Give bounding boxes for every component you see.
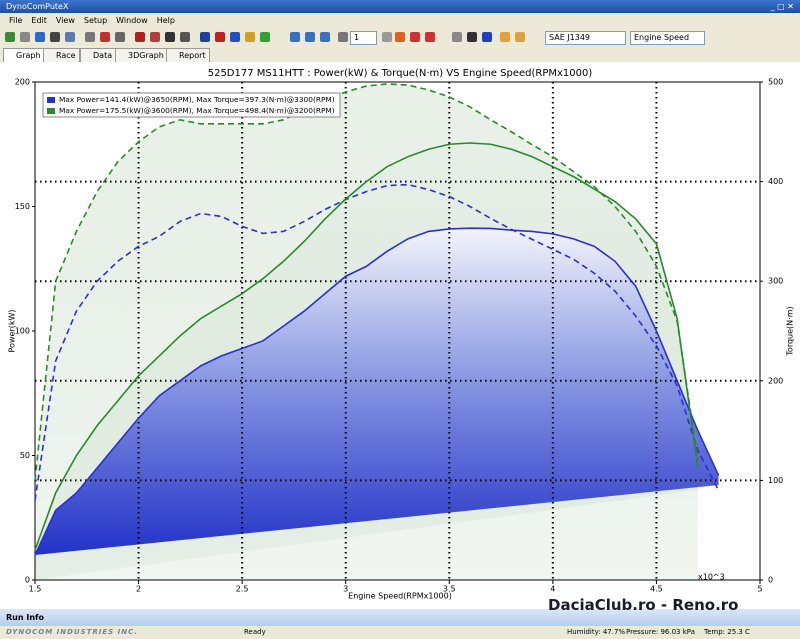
torque-line xyxy=(34,183,720,501)
x-tick-label: 4 xyxy=(550,585,555,594)
tool-icon[interactable] xyxy=(500,32,510,42)
tab[interactable]: Graph xyxy=(3,48,45,62)
status-bar: DYNOCOM INDUSTRIES INC. Ready Humidity: … xyxy=(0,626,800,639)
x-tick-label: 5 xyxy=(757,585,762,594)
tool-icon[interactable] xyxy=(245,32,255,42)
y2-tick-label: 100 xyxy=(768,476,783,485)
status-text: Ready xyxy=(244,628,266,636)
tool-icon[interactable] xyxy=(5,32,15,42)
tool-icon[interactable] xyxy=(410,32,420,42)
tool-icon[interactable] xyxy=(320,32,330,42)
menu-bar: File Edit View Setup Window Help xyxy=(0,13,800,29)
run-info-bar[interactable]: Run Info xyxy=(0,609,800,626)
tool-icon[interactable] xyxy=(515,32,525,42)
tool-icon[interactable] xyxy=(150,32,160,42)
x-tick-label: 3 xyxy=(343,585,348,594)
tool-icon[interactable] xyxy=(35,32,45,42)
watermark: DaciaClub.ro - Reno.ro xyxy=(548,596,739,614)
tool-icon[interactable] xyxy=(452,32,462,42)
tool-icon[interactable] xyxy=(115,32,125,42)
tab[interactable]: Report xyxy=(166,48,210,62)
y-tick-label: 50 xyxy=(20,451,30,460)
tool-icon[interactable] xyxy=(180,32,190,42)
tool-icon[interactable] xyxy=(425,32,435,42)
run-info-label: Run Info xyxy=(6,613,44,622)
tab[interactable]: Data xyxy=(80,48,117,62)
plot-fills xyxy=(35,83,719,580)
legend-swatch xyxy=(47,97,55,103)
tool-icon[interactable] xyxy=(467,32,477,42)
x-tick-label: 2.5 xyxy=(236,585,249,594)
tool-icon[interactable] xyxy=(290,32,300,42)
tab[interactable]: 3DGraph xyxy=(115,48,168,62)
y-tick-label: 100 xyxy=(15,327,30,336)
tool-icon[interactable] xyxy=(215,32,225,42)
x-tick-label: 2 xyxy=(136,585,141,594)
tool-icon[interactable] xyxy=(395,32,405,42)
power-line xyxy=(34,227,720,556)
menu-item[interactable]: Edit xyxy=(31,16,47,25)
menu-item[interactable]: Setup xyxy=(83,16,108,25)
tool-icon[interactable] xyxy=(20,32,30,42)
standard-select[interactable]: SAE J1349 xyxy=(545,31,626,45)
menu-item[interactable]: File xyxy=(9,16,23,25)
tool-icon[interactable] xyxy=(100,32,110,42)
area-fill xyxy=(35,228,719,556)
tool-icon[interactable] xyxy=(165,32,175,42)
torque-line xyxy=(34,83,699,481)
x-tick-label: 4.5 xyxy=(650,585,663,594)
y-tick-label: 150 xyxy=(15,202,30,211)
y-tick-label: 200 xyxy=(15,78,30,87)
x-axis-label: Engine Speed(RPMx1000) xyxy=(348,592,452,601)
humidity: Humidity: 47.7% xyxy=(567,628,626,636)
legend-entry: Max Power=141.4(kW)@3650(RPM), Max Torqu… xyxy=(59,95,335,104)
tool-icon[interactable] xyxy=(260,32,270,42)
power-line xyxy=(34,142,699,551)
y2-tick-label: 300 xyxy=(768,277,783,286)
toolbar: 1 SAE J1349 Engine Speed xyxy=(0,29,800,47)
y2-tick-label: 500 xyxy=(768,78,783,87)
x-tick-label: 3.5 xyxy=(443,585,456,594)
tab-bar: Graph Race Data 3DGraph Report xyxy=(0,46,800,62)
tab[interactable]: Race xyxy=(43,48,80,62)
axis-select[interactable]: Engine Speed xyxy=(630,31,705,45)
tool-icon[interactable] xyxy=(65,32,75,42)
window-title: DynoComPuteX xyxy=(6,2,69,11)
title-bar: DynoComPuteX _ □ ✕ xyxy=(0,0,800,13)
logo: DYNOCOM INDUSTRIES INC. xyxy=(6,628,138,636)
tool-icon[interactable] xyxy=(135,32,145,42)
legend-entry: Max Power=175.5(kW)@3600(RPM), Max Torqu… xyxy=(59,106,335,115)
tool-icon[interactable] xyxy=(382,32,392,42)
count-box[interactable]: 1 xyxy=(350,31,377,45)
temperature: Temp: 25.3 C xyxy=(704,628,750,636)
tool-icon[interactable] xyxy=(50,32,60,42)
y2-tick-label: 200 xyxy=(768,376,783,385)
legend-swatch xyxy=(47,108,55,114)
y2-tick-label: 400 xyxy=(768,177,783,186)
window-controls[interactable]: _ □ ✕ xyxy=(770,2,794,11)
legend-box xyxy=(42,92,341,118)
tool-icon[interactable] xyxy=(85,32,95,42)
pressure: Pressure: 96.03 kPa xyxy=(626,628,695,636)
tool-icon[interactable] xyxy=(305,32,315,42)
tool-icon[interactable] xyxy=(338,32,348,42)
x-tick-label: 1.5 xyxy=(29,585,42,594)
tool-icon[interactable] xyxy=(230,32,240,42)
y-tick-label: 0 xyxy=(25,576,30,585)
tool-icon[interactable] xyxy=(482,32,492,42)
x-unit: x10^3 xyxy=(698,573,725,582)
menu-item[interactable]: View xyxy=(55,16,75,25)
menu-item[interactable]: Help xyxy=(156,16,175,25)
menu-item[interactable]: Window xyxy=(116,16,148,25)
y2-axis-label: Torque(N·m) xyxy=(786,306,795,356)
y2-tick-label: 0 xyxy=(768,576,773,585)
chart-title: 525D177 MS11HTT : Power(kW) & Torque(N·m… xyxy=(208,68,593,79)
y-axis-label: Power(kW) xyxy=(8,310,17,353)
tool-icon[interactable] xyxy=(200,32,210,42)
